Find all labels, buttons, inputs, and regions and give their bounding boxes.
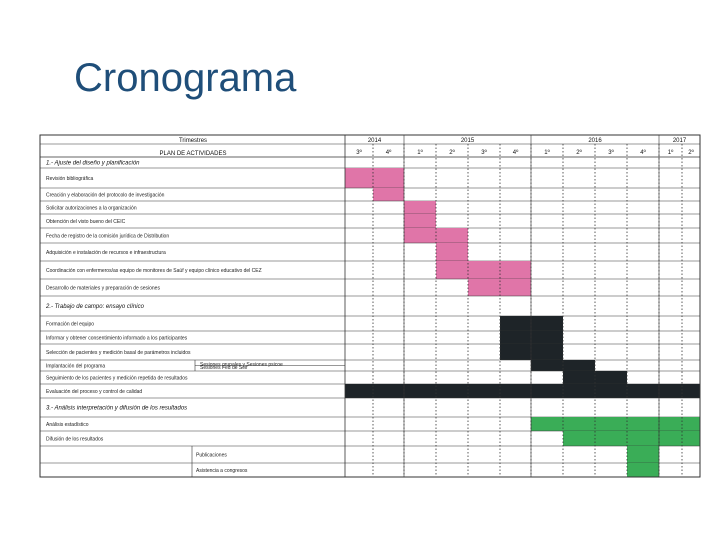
gantt-bar — [531, 360, 563, 371]
section-heading: 3.- Análisis interpretación y difusión d… — [46, 406, 187, 412]
quarter-label: 2º — [576, 149, 582, 156]
year-label: 2016 — [588, 138, 602, 144]
activity-label: Implantación del programa — [46, 364, 105, 370]
gantt-bar — [345, 384, 700, 398]
gantt-bar — [500, 331, 563, 344]
gantt-bar — [627, 463, 659, 477]
gantt-bar — [345, 168, 404, 188]
year-label: 2014 — [368, 138, 382, 144]
activity-label: Formación del equipo — [46, 322, 94, 328]
gantt-bar — [404, 201, 436, 214]
quarter-label: 2º — [449, 149, 455, 156]
gantt-bar — [468, 279, 531, 296]
activity-label: Revisión bibliográfica — [46, 176, 93, 182]
year-label: 2017 — [673, 138, 687, 144]
activity-label: Fecha de registro de la comisión jurídic… — [46, 234, 169, 240]
quarter-label: 4º — [513, 149, 519, 156]
gantt-bar — [373, 188, 404, 201]
quarter-label: 4º — [386, 149, 392, 156]
year-label: 2015 — [461, 138, 475, 144]
quarter-label: 3º — [356, 149, 362, 156]
activity-label: Evaluación del proceso y control de cali… — [46, 389, 142, 395]
table-frame — [39, 134, 701, 478]
quarter-label: 2º — [688, 149, 694, 156]
activity-label: Selección de pacientes y medición basal … — [46, 350, 191, 356]
activity-label: Creación y elaboración del protocolo de … — [46, 193, 165, 199]
activity-label: Difusión de los resultados — [46, 437, 104, 443]
page-title: Cronograma — [74, 56, 297, 100]
quarter-label: 3º — [608, 149, 614, 156]
quarter-label: 3º — [481, 149, 487, 156]
activity-label: Desarrollo de materiales y preparación d… — [46, 286, 160, 292]
gantt-bar — [436, 261, 531, 279]
gantt-bar — [563, 371, 627, 384]
gantt-bar — [563, 360, 595, 371]
gantt-bar — [500, 316, 563, 331]
gantt-bar — [627, 446, 659, 463]
activity-label: Obtención del visto bueno del CEIC — [46, 219, 126, 225]
quarter-label: 4º — [640, 149, 646, 156]
gantt-bar — [500, 344, 563, 360]
activity-label: Informar y obtener consentimiento inform… — [46, 336, 188, 342]
gantt-bar — [404, 214, 436, 228]
sub-activity-label: Sesiones grupales y Sesiones psicoe — [200, 362, 283, 368]
gantt-bar — [563, 431, 700, 446]
gantt-bar — [531, 417, 700, 431]
quarter-label: 1º — [417, 149, 423, 156]
sub-activity-label: Sesiones Fed de Seif — [200, 365, 248, 371]
activity-label: Coordinación con enfermeros/as equipo de… — [46, 268, 262, 274]
activity-label: Adquisición e instalación de recursos e … — [46, 250, 166, 256]
quarter-label: 1º — [544, 149, 550, 156]
activity-label: Seguimiento de los pacientes y medición … — [46, 376, 188, 382]
activity-label: Análisis estadístico — [46, 422, 89, 428]
trimestres-label: Trimestres — [179, 138, 207, 144]
quarter-label: 1º — [668, 149, 674, 156]
activity-label: Solicitar autorizaciones a la organizaci… — [46, 206, 137, 212]
sub-activity-label: Publicaciones — [196, 453, 227, 459]
gantt-bar — [436, 243, 468, 261]
plan-label: PLAN DE ACTIVIDADES — [159, 151, 226, 157]
sub-activity-label: Asistencia a congresos — [196, 468, 248, 474]
section-heading: 1.- Ajuste del diseño y planificación — [46, 161, 140, 167]
section-heading: 2.- Trabajo de campo: ensayo clínico — [45, 304, 145, 310]
